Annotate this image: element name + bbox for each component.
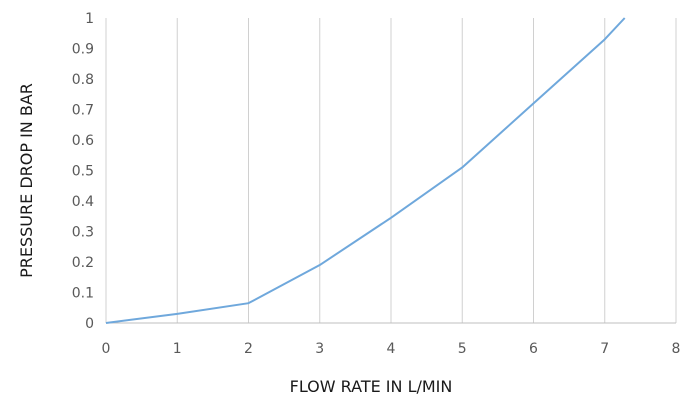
- y-tick-label: 0: [85, 316, 94, 332]
- y-tick-label: 0.7: [72, 103, 94, 119]
- y-tick-label: 0.6: [72, 133, 94, 149]
- y-tick-label: 0.2: [72, 255, 94, 271]
- x-tick-label: 0: [102, 341, 111, 357]
- y-tick-label: 0.5: [72, 164, 94, 180]
- y-tick-labels: 0 0.1 0.2 0.3 0.4 0.5 0.6 0.7 0.8 0.9 1: [72, 11, 94, 332]
- y-tick-label: 0.3: [72, 225, 94, 241]
- series-group: [105, 17, 626, 324]
- x-tick-label: 3: [315, 341, 324, 357]
- y-tick-label: 0.4: [72, 194, 94, 210]
- y-tick-label: 0.1: [72, 286, 94, 302]
- x-tick-label: 5: [458, 341, 467, 357]
- y-tick-label: 0.9: [72, 42, 94, 58]
- x-tick-label: 2: [244, 341, 253, 357]
- gridlines: [105, 18, 677, 323]
- series-line-0: [105, 17, 626, 324]
- x-tick-label: 8: [672, 341, 681, 357]
- x-tick-label: 1: [173, 341, 182, 357]
- x-tick-labels: 0 1 2 3 4 5 6 7 8: [102, 341, 681, 357]
- y-tick-label: 0.8: [72, 72, 94, 88]
- x-tick-label: 7: [600, 341, 609, 357]
- x-axis-title: FLOW RATE IN L/MIN: [290, 377, 453, 396]
- x-tick-label: 4: [387, 341, 396, 357]
- x-tick-label: 6: [529, 341, 538, 357]
- y-axis-title: PRESSURE DROP IN BAR: [17, 83, 36, 278]
- y-tick-label: 1: [85, 11, 94, 27]
